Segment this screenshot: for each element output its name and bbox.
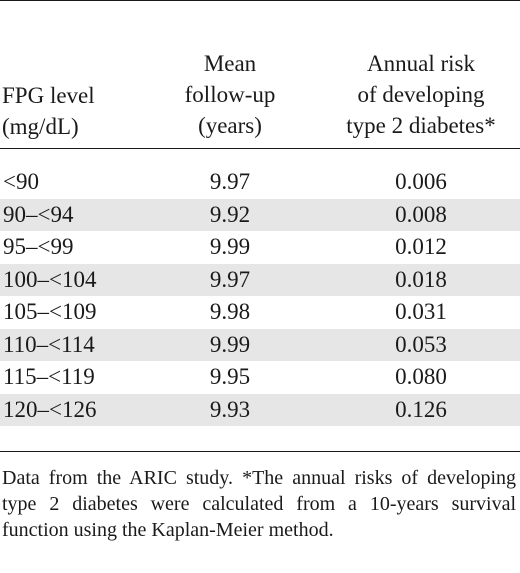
table-header: FPG level (mg/dL) Mean follow-up (years)… — [0, 0, 520, 148]
header-fpg-level: FPG level (mg/dL) — [2, 80, 95, 142]
cell-followup: 9.97 — [209, 266, 251, 292]
cell-fpg: 100–<104 — [3, 266, 97, 292]
table-row: 105–<109 9.98 0.031 — [0, 296, 520, 329]
header-risk-line-3: type 2 diabetes* — [346, 113, 496, 138]
cell-fpg: 105–<109 — [3, 299, 97, 324]
table-row: 100–<104 9.97 0.018 — [0, 263, 520, 296]
cell-risk: 0.012 — [395, 234, 447, 259]
cell-followup: 9.99 — [209, 331, 251, 357]
cell-fpg: <90 — [3, 169, 39, 194]
table-row: 110–<114 9.99 0.053 — [0, 328, 520, 361]
cell-risk: 0.053 — [395, 331, 447, 357]
table-top-rule — [0, 0, 520, 1]
cell-fpg: 110–<114 — [3, 331, 95, 357]
table-row: <90 9.97 0.006 — [0, 166, 520, 199]
header-followup-line-2: follow-up — [184, 82, 276, 107]
header-followup-line-1: Mean — [203, 51, 257, 76]
cell-risk: 0.018 — [395, 266, 447, 292]
header-risk-line-1: Annual risk — [367, 51, 475, 76]
cell-fpg: 90–<94 — [3, 201, 74, 227]
cell-followup: 9.97 — [209, 169, 251, 194]
cell-risk: 0.126 — [395, 396, 447, 422]
cell-followup: 9.92 — [209, 201, 251, 227]
cell-fpg: 115–<119 — [3, 364, 95, 389]
table-row: 95–<99 9.99 0.012 — [0, 231, 520, 264]
cell-risk: 0.008 — [395, 201, 447, 227]
header-fpg-line-1: FPG level — [2, 83, 95, 108]
header-followup-line-3: (years) — [198, 113, 262, 138]
table-footnote: Data from the ARIC study. *The annual ri… — [2, 467, 516, 541]
cell-followup: 9.93 — [209, 396, 251, 422]
table-row: 115–<119 9.95 0.080 — [0, 361, 520, 394]
cell-risk: 0.031 — [395, 299, 447, 324]
header-mean-followup: Mean follow-up (years) — [160, 48, 300, 141]
header-risk-line-2: of developing — [357, 82, 485, 107]
cell-risk: 0.080 — [395, 364, 447, 389]
header-fpg-line-2: (mg/dL) — [2, 114, 79, 139]
cell-followup: 9.98 — [209, 299, 251, 324]
cell-followup: 9.95 — [209, 364, 251, 389]
cell-risk: 0.006 — [395, 169, 447, 194]
table-row: 90–<94 9.92 0.008 — [0, 198, 520, 231]
table-bottom-rule — [0, 451, 520, 452]
table-header-rule — [0, 148, 520, 149]
cell-fpg: 95–<99 — [3, 234, 74, 259]
table-body: <90 9.97 0.006 90–<94 9.92 0.008 95–<99 … — [0, 166, 520, 426]
cell-followup: 9.99 — [209, 234, 251, 259]
cell-fpg: 120–<126 — [3, 396, 97, 422]
header-annual-risk: Annual risk of developing type 2 diabete… — [322, 48, 520, 141]
table-row: 120–<126 9.93 0.126 — [0, 393, 520, 426]
